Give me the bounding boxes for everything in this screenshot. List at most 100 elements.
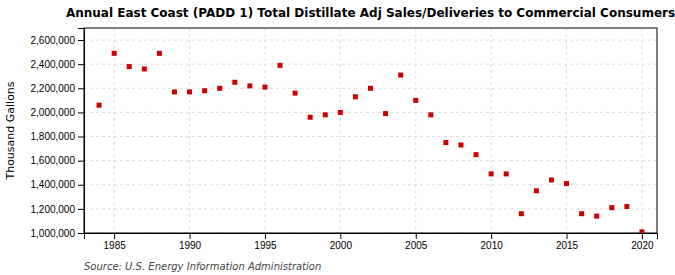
y-tick-mark xyxy=(78,137,84,138)
x-tick-label: 2015 xyxy=(556,240,579,251)
y-tick-label: 1,200,000 xyxy=(31,204,76,215)
point xyxy=(172,89,177,94)
point xyxy=(428,112,433,117)
y-tick-mark xyxy=(78,88,84,89)
x-grid-line xyxy=(566,28,567,233)
x-tick: 2005 xyxy=(405,233,428,251)
x-grid-line xyxy=(641,28,642,233)
point xyxy=(579,211,584,216)
x-axis: 1985 1990 1995 2000 2005 2010 2015 2020 xyxy=(85,233,658,251)
point xyxy=(338,110,343,115)
x-tick: 2015 xyxy=(556,233,579,251)
x-tick: 1990 xyxy=(179,233,202,251)
plot-frame xyxy=(84,28,657,233)
x-axis-line xyxy=(85,234,658,240)
y-tick-label: 2,400,000 xyxy=(31,59,76,70)
x-tick-mark xyxy=(190,233,191,239)
point xyxy=(458,142,463,147)
y-tick-label: 2,600,000 xyxy=(31,35,76,46)
point xyxy=(519,211,524,216)
point xyxy=(413,98,418,103)
y-grid-line xyxy=(84,136,657,137)
point xyxy=(217,86,222,91)
chart: 1985 1990 1995 2000 2005 2010 2015 2020 1,000,00… xyxy=(0,0,675,275)
point xyxy=(564,181,569,186)
point xyxy=(489,171,494,176)
x-tick-label: 2000 xyxy=(330,240,353,251)
point xyxy=(624,204,629,209)
point xyxy=(127,64,132,69)
point xyxy=(247,83,252,88)
points xyxy=(97,51,645,233)
x-tick: 2010 xyxy=(481,233,504,251)
y-tick-label: 1,000,000 xyxy=(31,228,76,239)
y-tick: 2,600,000 xyxy=(31,35,85,46)
y-tick-mark xyxy=(78,64,84,65)
y-tick: 2,200,000 xyxy=(31,83,85,94)
y-grid-line xyxy=(84,208,657,209)
y-tick: 1,000,000 xyxy=(31,228,85,239)
y-tick-mark xyxy=(78,209,84,210)
x-tick-label: 2010 xyxy=(481,240,504,251)
x-tick-mark xyxy=(416,233,417,239)
x-tick-label: 1995 xyxy=(254,240,277,251)
y-tick-mark xyxy=(78,112,84,113)
point xyxy=(142,67,147,72)
x-grid-line xyxy=(114,28,115,233)
point xyxy=(398,73,403,78)
y-axis-line xyxy=(78,29,85,234)
y-grid-line xyxy=(84,112,657,113)
y-tick-label: 1,400,000 xyxy=(31,179,76,190)
y-axis: 1,000,000 1,200,000 1,400,000 1,600,000 1,80… xyxy=(31,29,85,239)
x-tick: 1995 xyxy=(254,233,277,251)
y-tick: 2,400,000 xyxy=(31,59,85,70)
point xyxy=(368,86,373,91)
point xyxy=(97,103,102,108)
point xyxy=(594,214,599,219)
x-tick: 1985 xyxy=(104,233,127,251)
y-tick-mark xyxy=(78,161,84,162)
point xyxy=(308,115,313,120)
x-tick-label: 1985 xyxy=(104,240,127,251)
y-tick-mark xyxy=(78,185,84,186)
y-tick: 1,200,000 xyxy=(31,204,85,215)
y-tick: 1,400,000 xyxy=(31,179,85,190)
y-grid-line xyxy=(84,184,657,185)
y-tick: 1,600,000 xyxy=(31,155,85,166)
title: Annual East Coast (PADD 1) Total Distill… xyxy=(66,6,675,20)
point xyxy=(609,205,614,210)
point xyxy=(112,51,117,56)
x-grid-line xyxy=(264,28,265,233)
point xyxy=(639,229,644,233)
grid xyxy=(84,28,657,233)
point xyxy=(293,91,298,96)
point xyxy=(157,51,162,56)
point xyxy=(353,94,358,99)
y-tick: 1,800,000 xyxy=(31,131,85,142)
y-grid-line xyxy=(84,40,657,41)
point xyxy=(187,89,192,94)
y-tick-label: 1,600,000 xyxy=(31,155,76,166)
point xyxy=(443,140,448,145)
point xyxy=(262,85,267,90)
y-tick-mark xyxy=(78,233,84,234)
x-tick-mark xyxy=(642,233,643,239)
x-tick-label: 1990 xyxy=(179,240,202,251)
y-tick-mark xyxy=(78,40,84,41)
annotation: Source: U.S. Energy Information Administ… xyxy=(84,261,321,272)
y-axis-title: Thousand Gallons xyxy=(4,81,17,180)
x-tick: 2020 xyxy=(631,233,654,251)
point xyxy=(549,177,554,182)
x-tick-mark xyxy=(491,233,492,239)
x-tick-label: 2005 xyxy=(405,240,428,251)
y-grid-line xyxy=(84,64,657,65)
point xyxy=(202,88,207,93)
x-tick-mark xyxy=(340,233,341,239)
x-grid-line xyxy=(491,28,492,233)
y-grid-line xyxy=(84,160,657,161)
y-tick-label: 2,200,000 xyxy=(31,83,76,94)
point xyxy=(323,112,328,117)
y-tick: 2,000,000 xyxy=(31,107,85,118)
x-grid-line xyxy=(189,28,190,233)
x-grid-line xyxy=(340,28,341,233)
